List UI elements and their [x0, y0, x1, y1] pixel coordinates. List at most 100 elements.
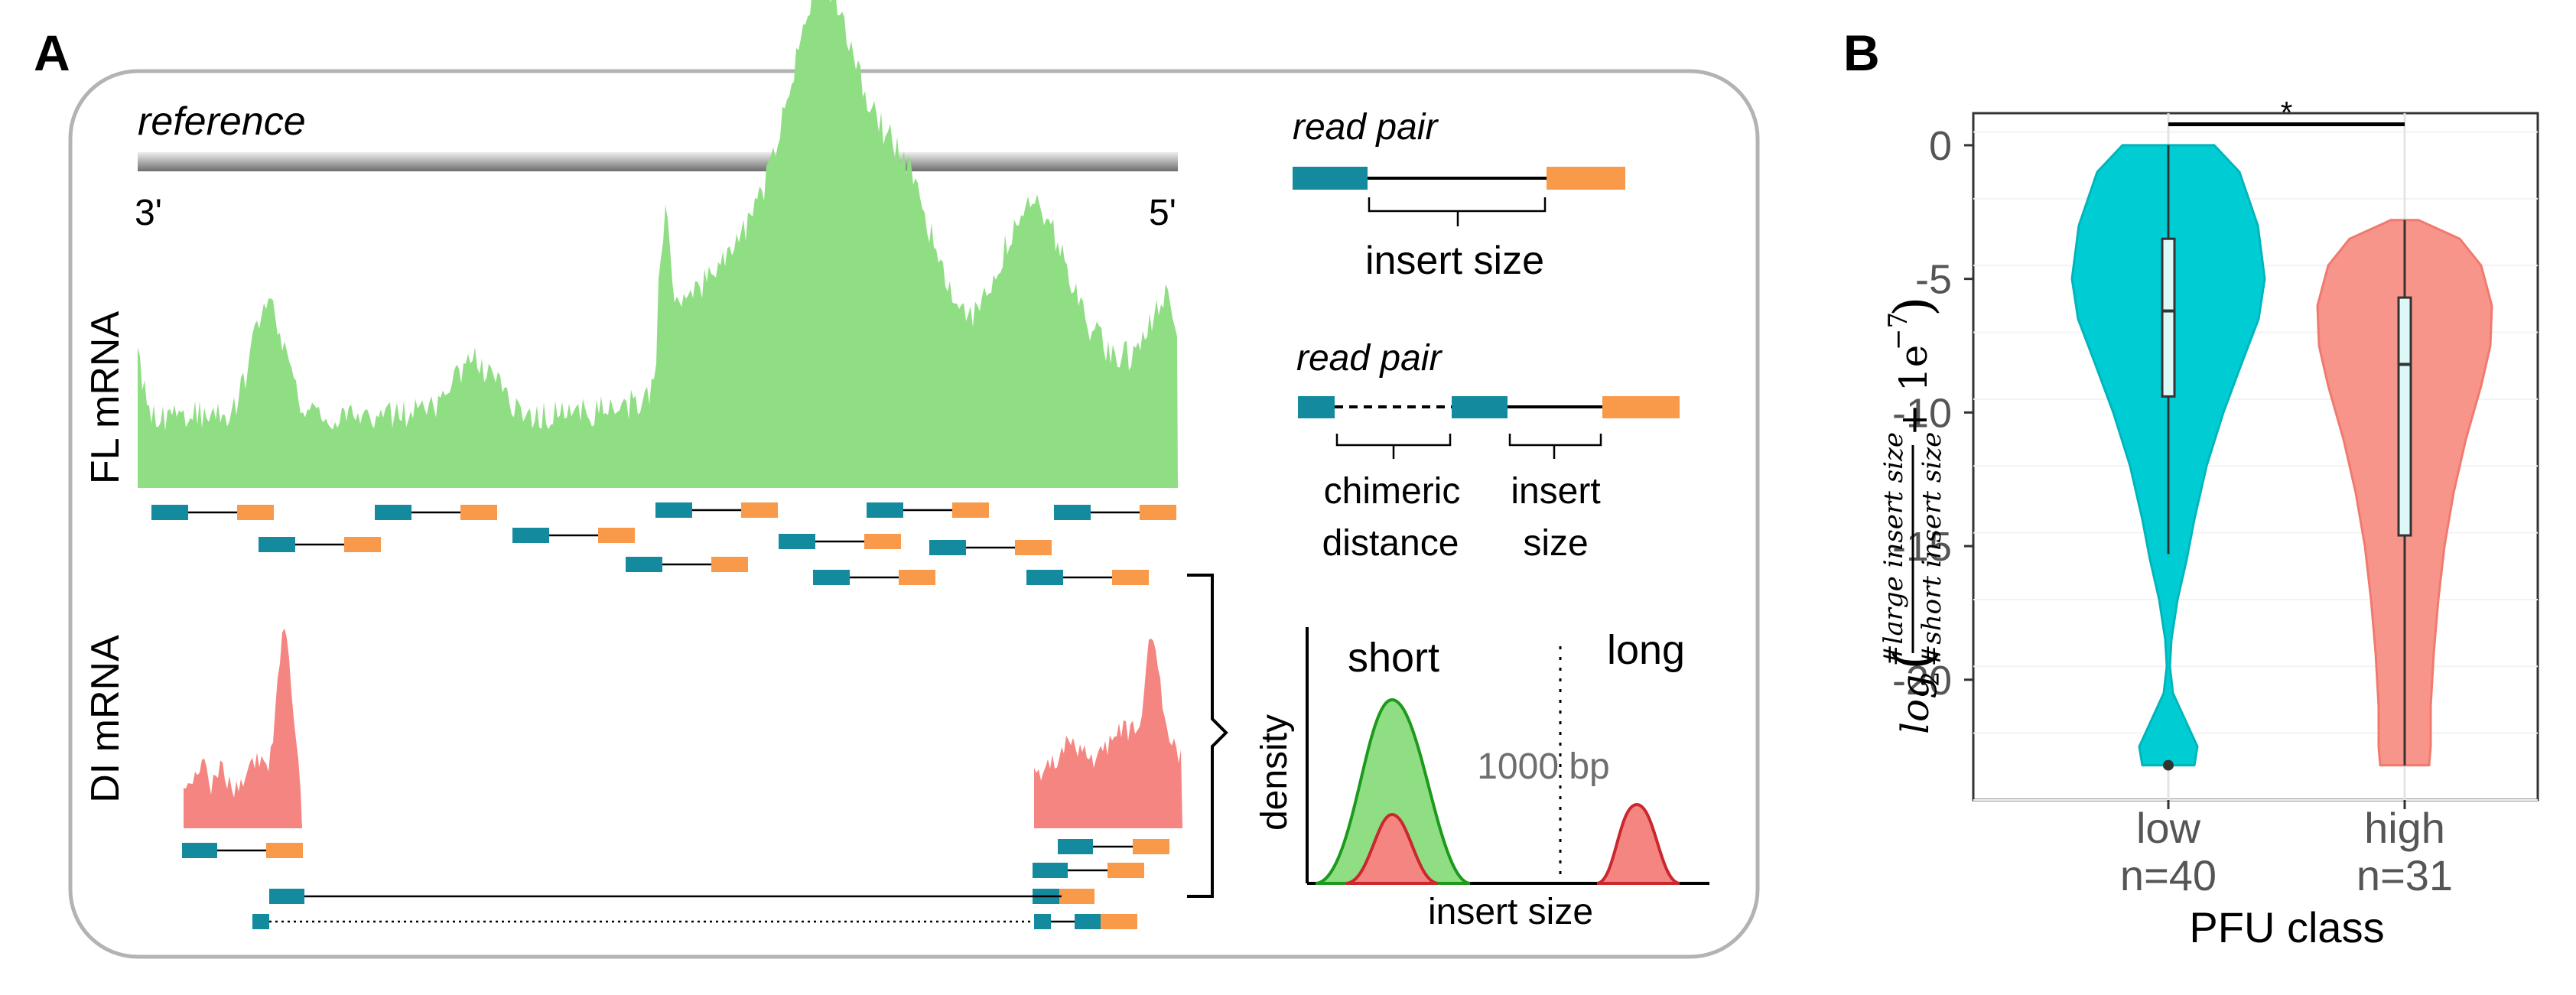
read-reverse [344, 537, 381, 552]
read-forward [1054, 505, 1091, 520]
legend-chim-insert-text-1: insert [1511, 471, 1600, 512]
y-tick-label: -20 [1892, 658, 1952, 704]
legend-chimeric-text-1: chimeric [1324, 471, 1461, 512]
y-tick-label: 0 [1929, 123, 1952, 169]
fl-read-pair [867, 502, 989, 518]
reference-5prime: 5' [1149, 193, 1176, 233]
reference-bar [138, 152, 1178, 171]
di-mrna-label: DI mRNA [83, 635, 128, 803]
read-reverse [460, 505, 497, 520]
read-forward [1026, 570, 1063, 585]
legend-chim-read-b [1452, 396, 1508, 418]
di-chimeric-pair [269, 889, 1062, 904]
read-reverse [899, 570, 935, 585]
fl-read-pairs [151, 502, 1176, 585]
legend-read-pair: read pair insert size [1293, 107, 1625, 283]
density-xlabel: insert size [1428, 892, 1593, 932]
read-forward [252, 914, 269, 929]
read-forward [1075, 914, 1101, 929]
di-read-pair [1033, 863, 1144, 878]
panel-b: B 0 -5 -10 -15 -20 * low n=40 high n=31 PFU … [1843, 24, 2539, 951]
legend-read-pair-title: read pair [1293, 107, 1439, 148]
read-reverse [952, 502, 989, 518]
read-reverse [1133, 839, 1169, 854]
y-tick-label: -5 [1915, 257, 1952, 303]
read-forward [1034, 914, 1051, 929]
panel-a-label: A [34, 24, 70, 81]
read-reverse [711, 557, 748, 572]
panel-b-label: B [1843, 24, 1880, 81]
legend-chimeric-brace [1335, 434, 1452, 459]
box-low [2161, 237, 2176, 398]
fl-read-pair [626, 557, 748, 572]
legend-chim-read-c [1602, 396, 1680, 418]
density-short-label: short [1348, 635, 1439, 681]
read-reverse [1107, 863, 1144, 878]
fl-read-pair [779, 534, 901, 549]
read-forward [182, 843, 217, 858]
read-forward [1033, 863, 1068, 878]
density-short-green [1315, 697, 1471, 885]
legend-chimeric: read pair chimeric distance insert size [1296, 338, 1680, 564]
read-forward [929, 540, 966, 555]
di-coverage-right [1034, 639, 1182, 828]
read-reverse [237, 505, 274, 520]
read-forward [151, 505, 188, 520]
read-forward [1058, 839, 1093, 854]
read-reverse [266, 843, 303, 858]
y-title-paren-close: ) [1884, 296, 1944, 317]
reads-bracket [1187, 574, 1228, 898]
fl-read-pair [1026, 570, 1149, 585]
density-plot: short long 1000 bp density insert size [1254, 627, 1709, 932]
fl-read-pair [1054, 505, 1176, 520]
di-chimeric-pair [252, 914, 1051, 929]
di-read-pairs [182, 839, 1169, 929]
read-reverse [1101, 914, 1137, 929]
reference-track: reference 3' 5' [135, 99, 1178, 233]
y-title-base: 2 [1916, 671, 1945, 687]
read-forward [626, 557, 662, 572]
legend-read-fwd [1293, 167, 1368, 190]
read-reverse [1112, 570, 1149, 585]
density-ylabel: density [1254, 714, 1295, 831]
fl-read-pair [813, 570, 935, 585]
legend-chim-insert-brace [1508, 434, 1602, 459]
read-forward [269, 889, 304, 904]
y-axis-title: log 2 ( #large insert size #short insert… [1878, 296, 1947, 734]
read-reverse [1140, 505, 1176, 520]
fl-read-pair [512, 528, 635, 543]
panel-a-frame [68, 69, 1760, 959]
fl-read-pair [655, 502, 778, 518]
y-title-denominator: #short insert size [1917, 432, 1947, 666]
density-long-label: long [1607, 627, 1685, 673]
y-tick-label: -15 [1892, 524, 1952, 570]
fl-read-pair [929, 540, 1052, 555]
di-read-pair [1075, 914, 1137, 929]
read-forward [512, 528, 549, 543]
x-label-high: high [2364, 804, 2445, 852]
legend-chim-read-a [1298, 396, 1335, 418]
read-forward [867, 502, 903, 518]
box-high [2397, 296, 2412, 537]
di-read-pair [182, 843, 303, 858]
read-forward [375, 505, 411, 520]
read-reverse [741, 502, 778, 518]
fl-read-pair [151, 505, 274, 520]
read-forward [813, 570, 850, 585]
reference-title: reference [138, 99, 306, 144]
x-n-low: n=40 [2120, 851, 2217, 899]
density-short-red [1345, 812, 1439, 885]
fl-read-pair [259, 537, 381, 552]
read-forward [259, 537, 295, 552]
legend-insert-brace [1368, 197, 1547, 226]
y-title-log: log [1893, 675, 1937, 734]
read-forward [779, 534, 815, 549]
read-reverse [1015, 540, 1052, 555]
significance-star: * [2281, 96, 2293, 129]
read-reverse [1059, 889, 1094, 904]
y-title-numerator: #large insert size [1878, 432, 1909, 666]
legend-chim-insert-text-2: size [1523, 523, 1588, 564]
legend-read-rev [1547, 167, 1625, 190]
di-coverage-left [184, 628, 302, 828]
